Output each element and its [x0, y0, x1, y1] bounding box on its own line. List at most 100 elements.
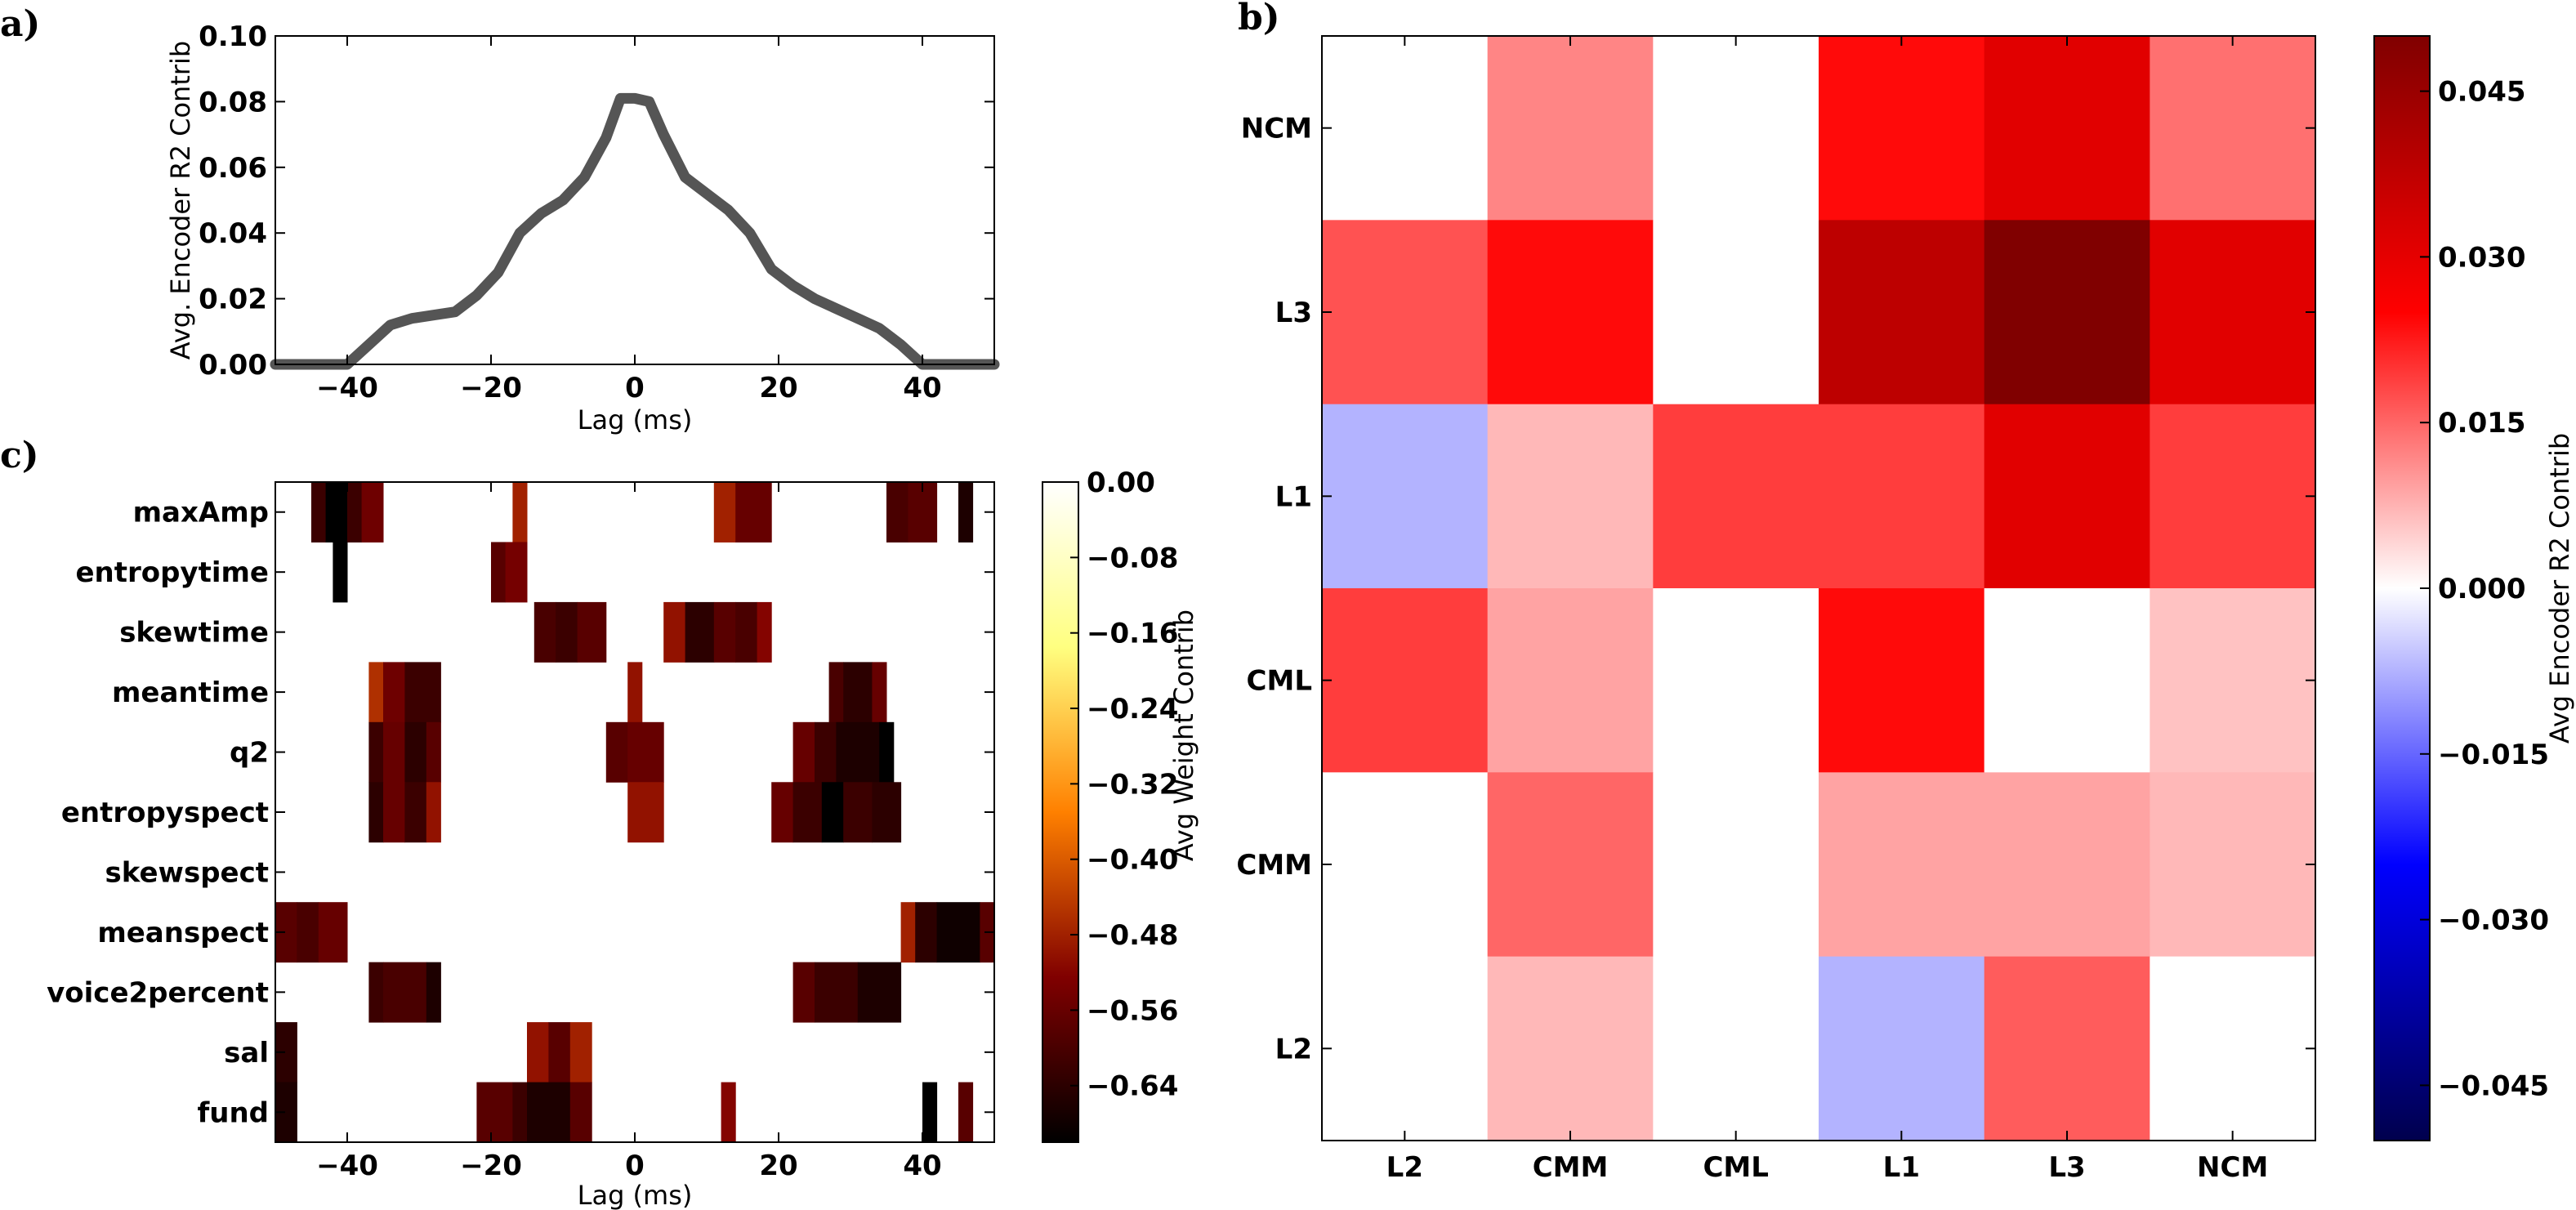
panel-b-row-label: L3: [1275, 297, 1312, 329]
panel-c-cell: [792, 962, 815, 1023]
panel-b-cell: [2150, 588, 2316, 773]
panel-b-cell: [2150, 404, 2316, 589]
panel-c-cell: [757, 601, 772, 663]
panel-c-cell: [383, 782, 405, 843]
panel-c-cell: [577, 601, 607, 663]
panel-b-cells: [1322, 36, 2316, 1141]
panel-b-row-label: L1: [1275, 480, 1312, 513]
panel-c-cell: [527, 1022, 549, 1083]
panel-a-y-tick-label: 0.08: [199, 86, 267, 118]
panel-c-cell: [347, 482, 363, 542]
panel-c-cell: [922, 1082, 938, 1143]
panel-c-colorbar-tick-label: −0.16: [1087, 618, 1178, 650]
panel-a-x-tick-label: −20: [460, 372, 522, 404]
panel-c-cell: [815, 962, 859, 1023]
panel-b-cell: [1322, 772, 1489, 958]
panel-c-x-tick-label: 20: [759, 1150, 797, 1182]
panel-c-cell: [958, 1082, 974, 1143]
panel-b-cell: [1487, 772, 1654, 958]
panel-c-axes: −40 −20 0 20 40 maxAmp entropytime skewtime mean…: [47, 482, 994, 1182]
panel-a-y-tick-label: 0.02: [199, 284, 267, 316]
panel-b-colorbar-tick-label: 0.030: [2438, 241, 2526, 274]
panel-b-colorbar-tick-label: 0.000: [2438, 573, 2526, 605]
panel-b-cell: [2150, 956, 2316, 1141]
panel-c-cell: [886, 482, 909, 542]
panel-b-cell: [1653, 956, 1819, 1141]
panel-c-cell: [383, 662, 405, 723]
panel-c-cell: [900, 902, 916, 963]
panel-b-row-label: NCM: [1241, 113, 1312, 145]
panel-b-colorbar-tick-label: −0.045: [2438, 1069, 2549, 1102]
panel-a-series-line: [270, 92, 1000, 370]
panel-a-x-tick-label: −40: [316, 372, 378, 404]
panel-c-cell: [534, 601, 556, 663]
panel-b-cell: [1819, 956, 1985, 1141]
panel-c-row-label: skewtime: [119, 617, 269, 650]
panel-c-cell: [872, 662, 887, 723]
panel-c-cell: [318, 902, 348, 963]
panel-b-row-label: L2: [1275, 1033, 1312, 1065]
panel-b-row-label: CMM: [1236, 849, 1312, 882]
panel-c-colorbar-tick-label: −0.48: [1087, 919, 1178, 952]
panel-b-colorbar-ticks: 0.045 0.030 0.015 0.000 −0.015 −0.030 −0.045: [2420, 76, 2549, 1102]
panel-c-cell: [857, 962, 902, 1023]
panel-c-cell: [512, 1082, 528, 1143]
panel-b-colorbar-tick-label: −0.015: [2438, 739, 2549, 771]
panel-b-cell: [1487, 956, 1654, 1141]
panel-c-cell: [404, 662, 441, 723]
panel-b-cell: [1487, 588, 1654, 773]
panel-b-cell: [1487, 220, 1654, 405]
panel-c-cell: [383, 962, 427, 1023]
panel-b-cell: [1819, 220, 1985, 405]
panel-c-cell: [735, 601, 758, 663]
panel-b-colorbar-label: Avg Encoder R2 Contrib: [2544, 433, 2575, 743]
panel-b-row-label: CML: [1247, 665, 1312, 698]
panel-b-column-label: L2: [1386, 1151, 1423, 1184]
panel-a-y-tick-label: 0.06: [199, 152, 267, 185]
panel-a-x-tick-label: 0: [625, 372, 645, 404]
panel-b-cell: [2150, 772, 2316, 958]
panel-a-x-tick-label: 40: [903, 372, 941, 404]
panel-c-cell: [792, 721, 815, 783]
panel-c-cell: [548, 1022, 571, 1083]
panel-c-cell: [556, 601, 578, 663]
panel-c-cell: [713, 482, 736, 542]
panel-b-plot-frame: [1321, 35, 2316, 1141]
panel-c-cell: [404, 721, 427, 783]
panel-c-cell: [872, 782, 902, 843]
panel-b-cell: [1653, 772, 1819, 958]
panel-c-cell: [713, 601, 736, 663]
panel-b-cell: [2150, 36, 2316, 221]
panel-b-cell: [1819, 772, 1985, 958]
panel-c-row-label: sal: [224, 1037, 269, 1069]
panel-c-cell: [821, 782, 844, 843]
panel-b-cell: [1653, 36, 1819, 221]
panel-b-column-label: NCM: [2197, 1151, 2268, 1184]
panel-c-cell: [426, 721, 441, 783]
panel-c-cell: [843, 782, 873, 843]
panel-label-c: c): [0, 435, 39, 476]
panel-a-line-chart: −40 −20 0 20 40 0.00 0.02 0.04 0.06 0.08 0.10 Lag …: [165, 20, 1000, 435]
panel-b-cell: [1819, 404, 1985, 589]
panel-c-cell: [476, 1082, 513, 1143]
panel-label-b: b): [1238, 0, 1280, 38]
panel-c-cells: [275, 482, 995, 1143]
panel-c-colorbar-tick-label: −0.32: [1087, 768, 1178, 801]
panel-c-cell: [311, 482, 327, 542]
panel-c-cell: [297, 902, 319, 963]
panel-c-cell: [404, 782, 427, 843]
panel-c-cell: [627, 721, 664, 783]
panel-c-colorbar-tick-label: −0.08: [1087, 542, 1178, 574]
panel-c-colorbar-tick-label: −0.64: [1087, 1070, 1178, 1103]
panel-a-plot-frame: [275, 35, 995, 365]
panel-c-cell: [915, 902, 938, 963]
panel-c-x-tick-label: −20: [460, 1150, 522, 1182]
panel-a-series: [270, 92, 1000, 370]
panel-c-cell: [721, 1082, 736, 1143]
panel-b-cell: [1984, 772, 2150, 958]
panel-b-column-label: L3: [2048, 1151, 2085, 1184]
panel-b-cell: [1819, 588, 1985, 773]
panel-c-cell: [879, 721, 895, 783]
panel-c-cell: [771, 782, 794, 843]
